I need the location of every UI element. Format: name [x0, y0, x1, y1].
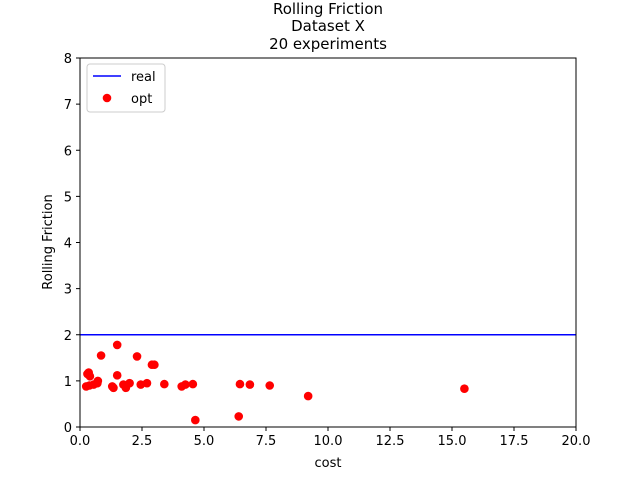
- series-opt-point-8: [96, 351, 106, 360]
- legend-marker-opt: [102, 93, 112, 103]
- y-tick-label-7: 7: [64, 98, 72, 113]
- y-tick-label-8: 8: [64, 52, 72, 67]
- chart-title-line-1: Rolling Friction: [273, 0, 383, 18]
- y-tick-label-3: 3: [64, 283, 72, 298]
- y-tick-label-5: 5: [64, 190, 72, 205]
- series-opt-point-12: [112, 340, 122, 350]
- series-opt-point-4: [85, 371, 95, 381]
- chart-title-line-3: 20 experiments: [269, 35, 387, 53]
- series-opt-point-18: [142, 378, 152, 388]
- x-tick-label-2: 5.0: [194, 434, 215, 449]
- series-opt-point-27: [235, 379, 245, 389]
- x-tick-label-8: 20.0: [562, 434, 591, 449]
- y-tick-label-6: 6: [64, 144, 72, 159]
- series-opt-point-24: [188, 379, 198, 389]
- y-tick-label-4: 4: [64, 237, 72, 252]
- legend-label-opt: opt: [131, 92, 152, 107]
- legend-label-real: real: [131, 70, 156, 85]
- plot-area: 0.0 2.5 5.0 7.5 10.0 12.5 15.0 17.5 20.0 0 1 2 3 4 5 6 7…: [64, 52, 591, 449]
- series-opt-point-26: [234, 412, 244, 421]
- x-tick-label-1: 2.5: [132, 434, 153, 449]
- series-opt-point-31: [460, 384, 469, 394]
- y-tick-label-2: 2: [64, 329, 72, 344]
- series-opt-point-7: [93, 376, 103, 386]
- series-opt-point-11: [112, 371, 122, 380]
- x-tick-label-5: 12.5: [376, 434, 405, 449]
- series-opt-point-20: [150, 360, 159, 370]
- y-tick-label-1: 1: [64, 375, 72, 390]
- series-opt-point-21: [160, 379, 169, 389]
- chart-title-line-2: Dataset X: [291, 17, 365, 35]
- series-opt-point-29: [265, 381, 275, 390]
- series-opt-point-30: [303, 391, 313, 401]
- x-tick-label-6: 15.0: [438, 434, 467, 449]
- x-tick-label-3: 7.5: [256, 434, 277, 449]
- series-opt-point-28: [245, 380, 255, 389]
- series-opt-point-15: [125, 378, 134, 388]
- x-axis-label: cost: [315, 456, 342, 471]
- y-axis-label: Rolling Friction: [41, 194, 56, 289]
- series-opt-point-10: [109, 383, 118, 393]
- x-tick-label-4: 10.0: [314, 434, 343, 449]
- plot-frame: [79, 57, 577, 428]
- series-opt-point-16: [132, 352, 142, 361]
- x-tick-label-0: 0.0: [70, 434, 91, 449]
- series-opt-point-25: [191, 415, 200, 425]
- series-opt-point-23: [181, 380, 190, 389]
- x-tick-label-7: 17.5: [500, 434, 529, 449]
- y-tick-label-0: 0: [64, 421, 72, 436]
